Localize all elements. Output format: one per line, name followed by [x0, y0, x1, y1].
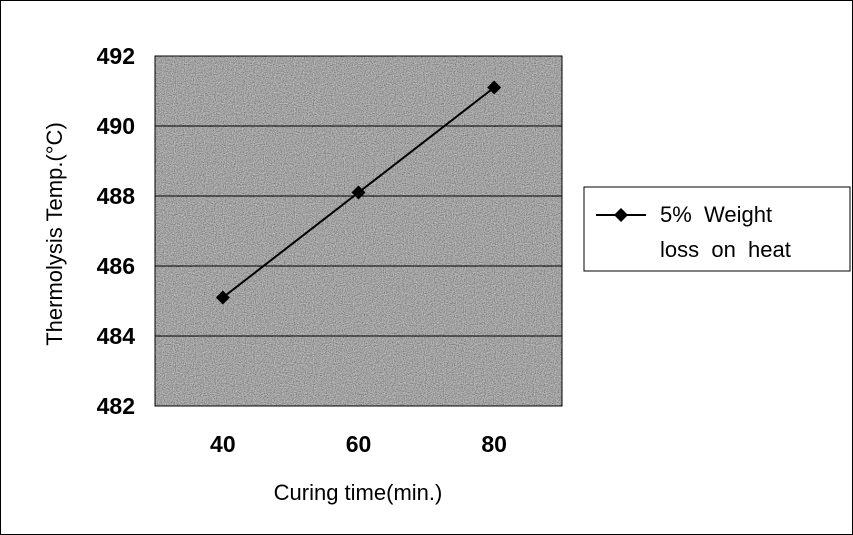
legend-box [583, 186, 851, 272]
x-tick-label: 40 [210, 431, 236, 457]
y-tick-label: 482 [97, 393, 135, 419]
y-tick-label: 490 [97, 113, 135, 139]
y-tick-label: 492 [97, 43, 135, 69]
data-point-marker [487, 80, 502, 95]
legend-diamond-marker [614, 208, 628, 222]
y-axis-title: Thermolysis Temp.(°C) [42, 122, 67, 346]
legend-label-line1: 5% Weight [660, 202, 772, 227]
series-markers [215, 80, 502, 305]
x-axis-title: Curing time(min.) [274, 480, 443, 505]
x-axis-tick-labels: 40 60 80 [210, 431, 507, 457]
data-point-marker [215, 290, 230, 305]
legend-label-line2: loss on heat [660, 237, 791, 262]
y-tick-label: 484 [97, 323, 136, 349]
legend: 5% Weight loss on heat [583, 186, 851, 272]
x-tick-label: 60 [346, 431, 372, 457]
gridlines [155, 125, 562, 337]
y-axis-tick-labels: 492 490 488 486 484 482 [97, 43, 136, 419]
plot-area [155, 56, 562, 406]
x-tick-label: 80 [481, 431, 507, 457]
data-point-marker [351, 185, 366, 200]
y-tick-label: 486 [97, 253, 135, 279]
y-tick-label: 488 [97, 183, 136, 209]
plot-border [154, 55, 563, 407]
